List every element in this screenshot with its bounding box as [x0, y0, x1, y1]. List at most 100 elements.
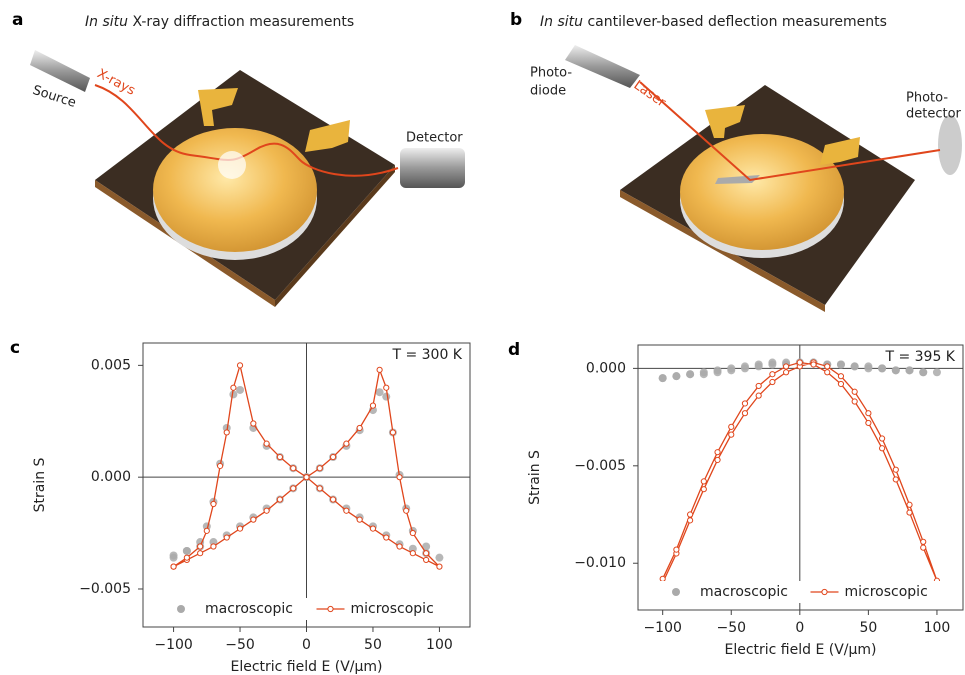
- data-point: [343, 507, 350, 514]
- pad: [305, 120, 350, 152]
- data-point: [700, 486, 707, 493]
- data-point: [182, 546, 191, 555]
- data-point: [864, 362, 873, 371]
- annotation: T = 395 K: [884, 349, 955, 365]
- cantilever: [715, 175, 760, 184]
- legend-swatch: [821, 588, 828, 596]
- data-point: [687, 511, 694, 518]
- data-point: [203, 527, 210, 534]
- legend-swatch: [177, 605, 185, 613]
- data-point: [389, 429, 397, 436]
- photodetector: [938, 115, 962, 175]
- data-point: [932, 368, 941, 377]
- x-ray-beam: [94, 84, 399, 177]
- y-tick-label: 0.005: [91, 357, 131, 373]
- data-point: [755, 382, 762, 390]
- data-point: [409, 529, 416, 537]
- y-tick-label: −0.010: [574, 555, 626, 571]
- data-point: [810, 361, 817, 368]
- y-tick-label: 0.000: [586, 360, 626, 376]
- label: Photo-: [906, 91, 948, 106]
- data-point: [409, 550, 416, 557]
- pad: [820, 137, 860, 165]
- data-point: [920, 544, 927, 551]
- data-point: [769, 371, 776, 378]
- data-point: [343, 440, 350, 447]
- data-point: [865, 419, 872, 427]
- data-point: [905, 366, 914, 375]
- data-point: [422, 542, 431, 551]
- data-point: [169, 553, 178, 562]
- x-tick-label: 0: [302, 637, 311, 653]
- data-point: [727, 366, 736, 375]
- legend-label: macroscopic: [700, 584, 788, 600]
- x-tick-label: −50: [225, 637, 255, 653]
- data-point: [892, 466, 899, 473]
- data-point: [170, 563, 177, 570]
- annotation: T = 300 K: [391, 347, 462, 363]
- data-point: [263, 440, 270, 447]
- data-point: [216, 462, 224, 470]
- data-point: [699, 370, 708, 379]
- data-point: [769, 378, 776, 386]
- data-point: [223, 534, 230, 541]
- data-point: [276, 496, 284, 503]
- data-point: [236, 362, 244, 369]
- label: Source: [31, 83, 78, 111]
- data-point: [423, 556, 430, 564]
- data-point: [210, 500, 217, 508]
- data-point: [376, 366, 383, 373]
- data-point: [824, 369, 831, 376]
- data-point: [741, 410, 749, 417]
- x-tick-label: −50: [716, 620, 746, 636]
- disc: [153, 128, 317, 252]
- data-point: [329, 496, 337, 503]
- data-point: [369, 402, 377, 409]
- data-point: [403, 507, 410, 514]
- data-point: [263, 507, 270, 514]
- pad: [705, 105, 745, 138]
- data-point: [851, 388, 858, 395]
- disc: [680, 134, 844, 250]
- data-point: [673, 546, 680, 553]
- data-point: [837, 373, 845, 380]
- data-point: [878, 364, 887, 373]
- panel-letter: c: [10, 338, 20, 358]
- x-tick-label: 100: [924, 620, 951, 636]
- substrate-edge: [275, 165, 395, 307]
- data-point: [891, 366, 900, 375]
- data-point: [919, 368, 928, 377]
- data-point: [824, 363, 831, 370]
- data-point: [728, 423, 735, 430]
- data-point: [906, 501, 913, 508]
- data-point: [741, 400, 749, 407]
- panel-title: In situ X-ray diffraction measurements: [85, 14, 354, 30]
- data-point: [290, 465, 297, 472]
- data-point: [423, 550, 430, 557]
- panel-letter: b: [510, 10, 522, 30]
- label: diode: [530, 84, 566, 99]
- data-point: [659, 575, 666, 582]
- data-point: [356, 424, 363, 432]
- label: Photo-: [530, 66, 572, 81]
- data-point: [229, 390, 238, 399]
- data-point: [435, 553, 444, 562]
- plot-frame: [637, 344, 964, 611]
- x-tick-label: 0: [795, 620, 804, 636]
- y-axis-label: Strain S: [32, 457, 48, 512]
- data-point: [369, 525, 377, 532]
- x-tick-label: 100: [426, 637, 453, 653]
- data-point: [197, 543, 204, 550]
- label: detector: [906, 107, 962, 122]
- data-point: [316, 465, 323, 472]
- data-point: [851, 398, 858, 405]
- data-point: [276, 453, 284, 461]
- data-point: [892, 476, 899, 483]
- laser-beam: [639, 81, 941, 182]
- legend-label: microscopic: [351, 601, 434, 617]
- data-point: [396, 543, 403, 550]
- data-point: [878, 435, 886, 442]
- data-point: [383, 384, 390, 391]
